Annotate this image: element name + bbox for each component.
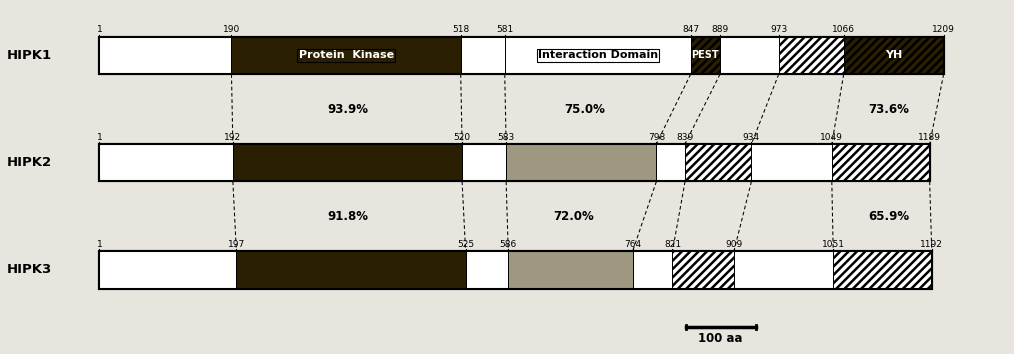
Bar <box>691 37 720 74</box>
Text: 934: 934 <box>743 133 760 142</box>
Bar <box>834 251 932 289</box>
Text: 1051: 1051 <box>821 240 845 249</box>
Text: 583: 583 <box>498 133 515 142</box>
Text: 73.6%: 73.6% <box>868 103 909 116</box>
Bar <box>751 144 831 182</box>
Text: 889: 889 <box>712 25 729 34</box>
Text: HIPK1: HIPK1 <box>7 49 52 62</box>
Bar <box>656 144 685 182</box>
Text: 197: 197 <box>228 240 245 249</box>
Text: 1192: 1192 <box>921 240 943 249</box>
Text: 839: 839 <box>676 133 694 142</box>
Bar <box>236 251 465 289</box>
Bar <box>508 251 633 289</box>
Text: 909: 909 <box>725 240 742 249</box>
Bar <box>685 144 751 182</box>
Text: 192: 192 <box>224 133 241 142</box>
Bar <box>233 144 462 182</box>
Text: Interaction Domain: Interaction Domain <box>537 51 658 61</box>
Text: 100 aa: 100 aa <box>699 332 743 346</box>
Bar <box>99 37 944 74</box>
Text: 764: 764 <box>624 240 641 249</box>
Text: 520: 520 <box>453 133 470 142</box>
Text: Protein  Kinase: Protein Kinase <box>298 51 393 61</box>
Text: 525: 525 <box>457 240 475 249</box>
Bar <box>99 37 231 74</box>
Text: 75.0%: 75.0% <box>564 103 604 116</box>
Text: 1189: 1189 <box>918 133 941 142</box>
Bar <box>720 37 779 74</box>
Text: YH: YH <box>885 51 902 61</box>
Text: HIPK2: HIPK2 <box>7 156 52 169</box>
Bar <box>99 144 233 182</box>
Text: PEST: PEST <box>692 51 719 61</box>
Text: 1: 1 <box>96 25 102 34</box>
Bar <box>99 251 236 289</box>
Text: 973: 973 <box>770 25 787 34</box>
Text: 586: 586 <box>500 240 517 249</box>
Text: 821: 821 <box>664 240 681 249</box>
Text: 847: 847 <box>682 25 700 34</box>
Bar <box>99 144 930 182</box>
Bar <box>506 144 656 182</box>
Bar <box>231 37 460 74</box>
Text: 1209: 1209 <box>932 25 955 34</box>
Text: 1049: 1049 <box>820 133 844 142</box>
Bar <box>633 251 672 289</box>
Bar <box>779 37 844 74</box>
Bar <box>99 37 944 74</box>
Bar <box>831 144 930 182</box>
Text: 72.0%: 72.0% <box>554 210 594 223</box>
Bar <box>465 251 508 289</box>
Text: 91.8%: 91.8% <box>327 210 368 223</box>
Text: 581: 581 <box>496 25 513 34</box>
Text: HIPK3: HIPK3 <box>7 263 52 276</box>
Bar <box>99 251 932 289</box>
Bar <box>505 37 691 74</box>
Text: 518: 518 <box>452 25 469 34</box>
Text: 190: 190 <box>223 25 240 34</box>
Bar <box>844 37 944 74</box>
Bar <box>672 251 734 289</box>
Bar <box>99 144 930 182</box>
Bar <box>734 251 834 289</box>
Text: 798: 798 <box>648 133 665 142</box>
Bar <box>460 37 505 74</box>
Text: 93.9%: 93.9% <box>327 103 368 116</box>
Text: 1: 1 <box>96 133 102 142</box>
Bar <box>462 144 506 182</box>
Text: 1: 1 <box>96 240 102 249</box>
Text: 1066: 1066 <box>832 25 855 34</box>
Bar <box>99 251 932 289</box>
Text: 65.9%: 65.9% <box>868 210 909 223</box>
